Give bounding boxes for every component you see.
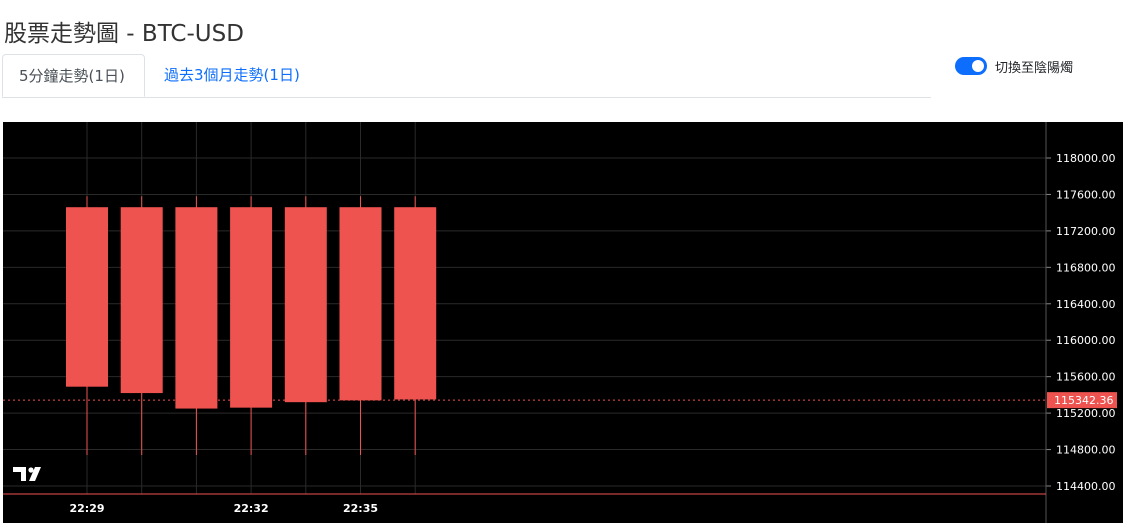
candle-body — [175, 207, 218, 409]
candle-body — [120, 207, 163, 394]
x-tick-label: 22:29 — [69, 502, 104, 515]
y-tick-label: 116400.00 — [1056, 298, 1116, 311]
candle-body — [284, 207, 327, 403]
y-tick-label: 118000.00 — [1056, 152, 1116, 165]
last-price-label: 115342.36 — [1054, 394, 1114, 407]
y-tick-label: 114800.00 — [1056, 444, 1116, 457]
toggle-knob — [972, 60, 984, 72]
y-tick-label: 116800.00 — [1056, 261, 1116, 274]
y-tick-label: 117200.00 — [1056, 225, 1116, 238]
x-tick-label: 22:35 — [343, 502, 378, 515]
candle-body — [66, 207, 108, 387]
chart-background — [3, 122, 1123, 523]
y-tick-label: 115600.00 — [1056, 371, 1116, 384]
tradingview-logo-icon — [13, 467, 41, 481]
tab-3month[interactable]: 過去3個月走勢(1日) — [164, 66, 300, 84]
x-tick-label: 22:32 — [234, 502, 269, 515]
y-tick-label: 117600.00 — [1056, 188, 1116, 201]
candle-toggle-group: 切換至陰陽燭 — [955, 56, 1073, 76]
y-tick-label: 114400.00 — [1056, 480, 1116, 493]
tab-bar: 5分鐘走勢(1日) 過去3個月走勢(1日) — [2, 54, 931, 98]
chart-area[interactable]: 118000.00 117600.00 117200.00 116800.00 1164… — [3, 122, 1123, 523]
candle-body — [230, 207, 273, 408]
candle-body — [394, 207, 437, 400]
candlestick-chart[interactable]: 118000.00 117600.00 117200.00 116800.00 1164… — [3, 122, 1123, 523]
tab-5min[interactable]: 5分鐘走勢(1日) — [2, 54, 145, 97]
page-title: 股票走勢圖 - BTC-USD — [4, 21, 244, 47]
candle-body — [339, 207, 382, 401]
last-price-badge — [1047, 392, 1117, 409]
y-tick-label: 116000.00 — [1056, 334, 1116, 347]
candle-toggle-switch[interactable] — [955, 57, 987, 75]
candle-toggle-label: 切換至陰陽燭 — [995, 60, 1074, 76]
y-tick-label: 115200.00 — [1056, 407, 1116, 420]
